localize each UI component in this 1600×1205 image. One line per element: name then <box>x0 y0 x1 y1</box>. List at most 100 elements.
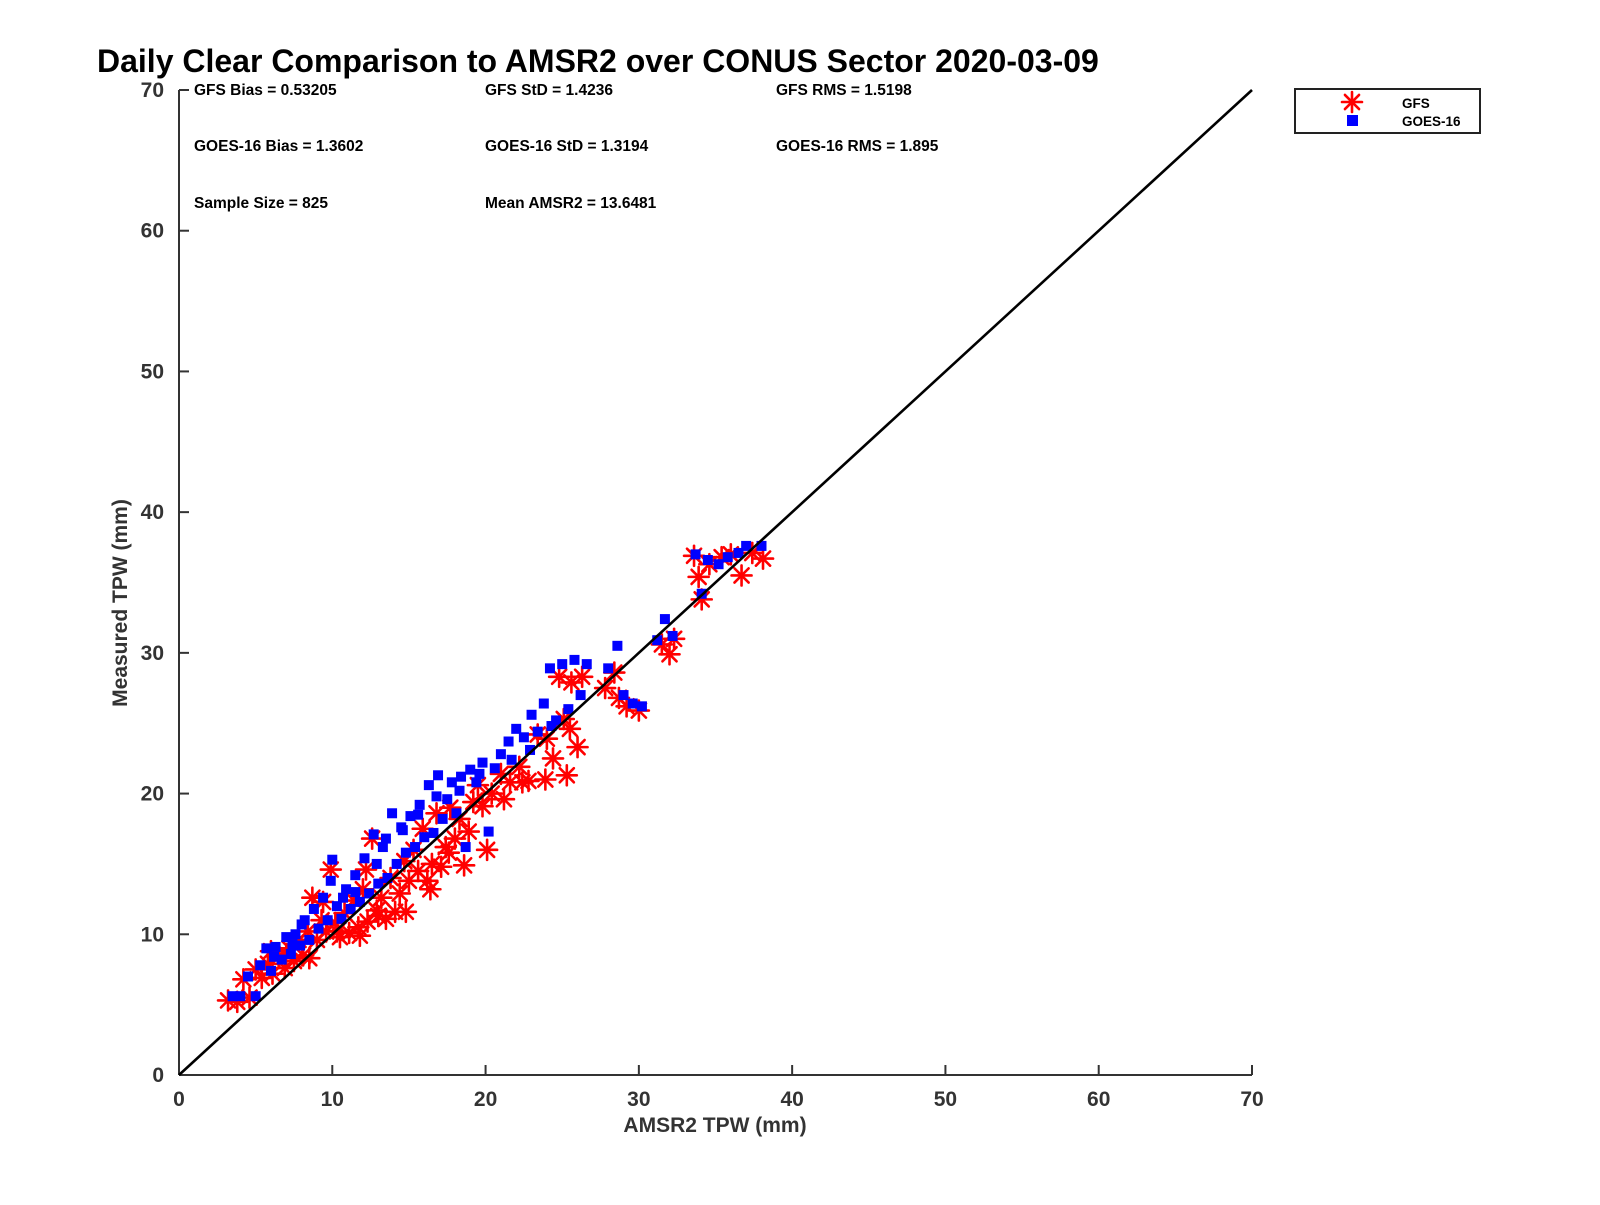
goes16-point <box>235 991 246 1002</box>
goes16-point <box>454 785 465 796</box>
plot-area <box>178 89 1253 1076</box>
stat-text: Sample Size = 825 <box>194 195 328 212</box>
goes16-point <box>345 903 356 914</box>
legend-label-goes16: GOES-16 <box>1402 114 1461 129</box>
x-tick-label: 50 <box>934 1088 957 1111</box>
stat-text: GFS Bias = 0.53205 <box>194 82 337 99</box>
y-tick-label: 0 <box>152 1064 164 1087</box>
one-to-one-line <box>178 89 1253 1076</box>
goes16-point <box>471 777 482 788</box>
goes16-point <box>495 749 506 760</box>
y-tick-label: 60 <box>141 220 164 243</box>
goes16-point <box>287 939 298 950</box>
goes16-point <box>460 842 471 853</box>
goes16-point <box>338 892 349 903</box>
gfs-point <box>687 565 710 589</box>
x-tick-label: 20 <box>474 1088 497 1111</box>
gfs-point <box>558 717 582 741</box>
goes16-point <box>380 833 391 844</box>
goes16-point <box>250 991 261 1002</box>
goes16-point <box>350 870 361 881</box>
gfs-point <box>498 771 522 794</box>
goes16-point <box>304 934 315 945</box>
goes16-point <box>627 698 638 709</box>
gfs-point <box>394 900 418 924</box>
stat-text: GOES-16 Bias = 1.3602 <box>194 138 363 155</box>
goes16-point <box>313 923 324 934</box>
goes16-point <box>544 663 555 674</box>
y-tick-label: 50 <box>141 360 164 383</box>
goes16-point <box>382 873 393 883</box>
stat-text: GOES-16 StD = 1.3194 <box>485 138 649 155</box>
goes16-point <box>551 715 562 726</box>
goes16-point <box>285 948 296 959</box>
goes16-point <box>419 832 430 843</box>
gfs-point <box>471 794 494 818</box>
goes16-point <box>377 842 388 853</box>
goes16-point <box>276 954 287 965</box>
goes16-point <box>269 951 280 962</box>
y-tick-label: 10 <box>141 923 164 946</box>
goes16-point <box>525 744 536 755</box>
x-tick-label: 40 <box>780 1088 803 1111</box>
goes16-point <box>603 663 614 674</box>
goes16-point <box>532 726 543 737</box>
gfs-point <box>570 665 594 689</box>
gfs-point <box>560 671 583 694</box>
gfs-point <box>475 838 499 862</box>
gfs-point <box>437 841 461 864</box>
goes16-point <box>341 884 352 895</box>
gfs-point <box>593 676 617 700</box>
y-tick-label: 40 <box>141 501 164 524</box>
goes16-point <box>428 827 439 838</box>
legend: GFS GOES-16 <box>1294 88 1481 134</box>
goes16-point <box>477 757 488 768</box>
goes16-point <box>612 640 623 651</box>
goes16-point <box>322 915 333 926</box>
goes16-point <box>575 690 586 701</box>
goes16-point <box>538 698 549 709</box>
legend-goes16-marker <box>1347 115 1358 126</box>
goes16-point <box>433 770 444 781</box>
goes16-point <box>397 825 408 836</box>
gfs-point <box>751 547 775 570</box>
gfs-point <box>419 877 442 901</box>
gfs-point <box>730 564 753 587</box>
goes16-point <box>733 547 744 558</box>
goes16-point <box>296 919 307 930</box>
goes16-point <box>526 709 537 720</box>
goes16-point <box>281 932 292 943</box>
legend-gfs-asterisk <box>1340 90 1364 114</box>
goes16-point <box>387 808 398 819</box>
goes16-point <box>474 768 485 779</box>
goes16-point <box>242 971 253 982</box>
gfs-point <box>541 747 565 770</box>
goes16-point <box>391 858 402 869</box>
goes16-point <box>405 811 416 822</box>
goes16-point <box>511 723 522 734</box>
stat-text: GFS RMS = 1.5198 <box>776 82 912 99</box>
goes16-point <box>456 771 467 782</box>
legend-label-gfs: GFS <box>1402 96 1430 111</box>
gfs-point <box>416 869 439 893</box>
goes16-point <box>563 704 574 715</box>
goes16-point <box>327 854 338 865</box>
goes16-point <box>331 901 342 912</box>
goes16-point <box>667 630 678 641</box>
goes16-point <box>489 763 500 774</box>
goes16-point <box>318 892 329 903</box>
y-tick-label: 20 <box>141 783 164 806</box>
goes16-point <box>652 635 663 646</box>
goes16-point <box>569 654 580 665</box>
goes16-point <box>581 659 592 670</box>
goes16-point <box>618 690 629 701</box>
stat-text: GFS StD = 1.4236 <box>485 82 613 99</box>
goes16-point <box>442 794 453 805</box>
x-tick-label: 0 <box>173 1088 185 1111</box>
gfs-point <box>348 924 372 947</box>
legend-gfs-marker <box>1340 90 1364 114</box>
goes16-point <box>270 941 281 952</box>
gfs-point <box>555 763 579 787</box>
goes16-point <box>414 799 425 810</box>
goes16-point <box>557 659 568 670</box>
